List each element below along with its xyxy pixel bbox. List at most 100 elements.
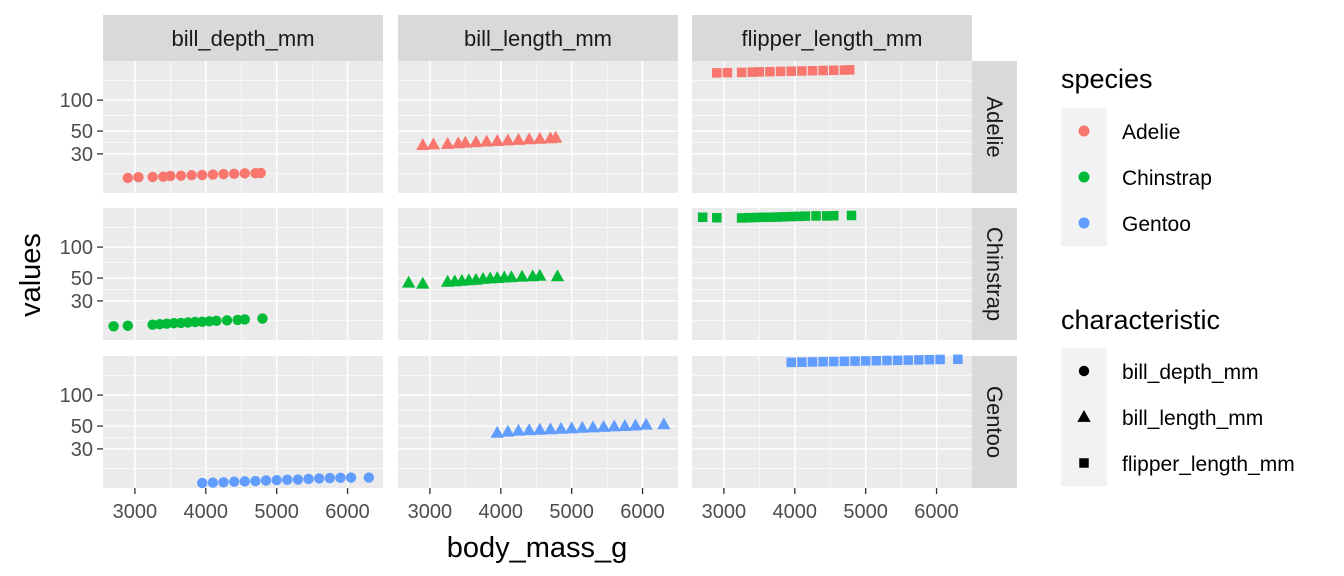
x-tick-label: 3000 [113,501,158,523]
data-point [533,268,547,281]
data-point [839,356,850,367]
data-point [818,357,828,367]
data-point [860,356,871,366]
data-point [490,425,504,438]
data-point [829,356,839,367]
data-point [292,474,304,485]
y-tick-label: 30 [71,144,93,166]
x-tick-label: 3000 [702,501,747,523]
data-point [490,134,504,146]
x-tick-label: 6000 [914,501,959,523]
data-point [779,212,789,222]
data-point [221,315,233,326]
data-point [871,355,882,366]
facet-strip-label: Adelie [982,96,1007,157]
legend-key [1078,365,1090,377]
x-tick-label: 4000 [773,501,818,523]
facet-strip-label: bill_depth_mm [171,26,314,51]
y-tick-label: 50 [71,268,93,290]
data-point [416,138,430,151]
data-point [255,167,266,179]
data-point [511,423,526,436]
data-point [122,320,134,331]
data-point [786,66,796,76]
data-point [239,314,250,325]
legend-label: flipper_length_mm [1122,453,1295,476]
data-points [108,65,963,489]
data-point [765,66,775,77]
data-point [260,475,272,486]
data-point [712,212,722,223]
legend-label: bill_length_mm [1122,407,1263,430]
data-point [416,276,430,289]
data-point [207,169,219,180]
data-point [522,132,536,145]
data-point [122,172,134,184]
data-point [469,135,483,148]
panels [103,61,972,488]
panel-background [692,61,972,193]
data-point [197,169,208,181]
panel-background [398,356,678,488]
x-tick-label: 5000 [843,501,888,523]
x-tick-label: 6000 [620,501,665,523]
data-point [775,66,786,77]
facet-strip-label: Gentoo [982,386,1007,458]
data-point [821,211,832,221]
data-point [549,130,563,143]
legend-label: Gentoo [1122,213,1191,236]
data-point [935,354,945,365]
y-axis-title: values [15,233,47,317]
data-point [479,134,494,147]
data-point [765,212,775,223]
data-point [800,211,811,221]
data-point [550,269,565,282]
data-point [618,419,632,431]
data-point [257,313,268,324]
data-point [426,137,441,150]
data-point [228,168,240,180]
data-point [751,212,761,223]
legend-title: characteristic [1061,305,1220,335]
data-point [839,65,850,75]
data-point [797,66,807,76]
data-point [712,68,722,78]
data-point [657,417,671,430]
data-point [607,419,621,432]
data-point [133,172,144,183]
data-point [401,275,416,288]
y-tick-label: 100 [60,90,93,112]
data-point [335,472,346,484]
data-point [250,475,261,487]
legend-key [1079,458,1089,468]
data-point [543,422,558,435]
legend-label: Adelie [1122,121,1180,144]
data-point [596,419,611,432]
data-point [108,321,119,332]
data-point [772,212,782,222]
data-point [639,417,653,430]
data-point [807,357,818,367]
data-point [228,476,240,487]
legend-label: bill_depth_mm [1122,361,1259,384]
panel-background [692,208,972,340]
data-point [747,67,758,77]
data-point [511,132,526,145]
legend-label: Chinstrap [1122,167,1212,190]
data-point [501,133,515,146]
x-tick-label: 4000 [184,501,229,523]
panel-background [398,61,678,193]
data-point [303,473,314,485]
legend-key [1078,217,1090,229]
x-tick-label: 5000 [254,501,299,523]
data-point [186,170,197,181]
data-point [165,170,176,182]
facet-strip-top [398,15,678,61]
legend-title: species [1061,64,1153,94]
data-point [211,315,222,327]
facet-strip-label: bill_length_mm [464,26,612,51]
data-point [554,421,568,434]
data-point [324,472,336,484]
